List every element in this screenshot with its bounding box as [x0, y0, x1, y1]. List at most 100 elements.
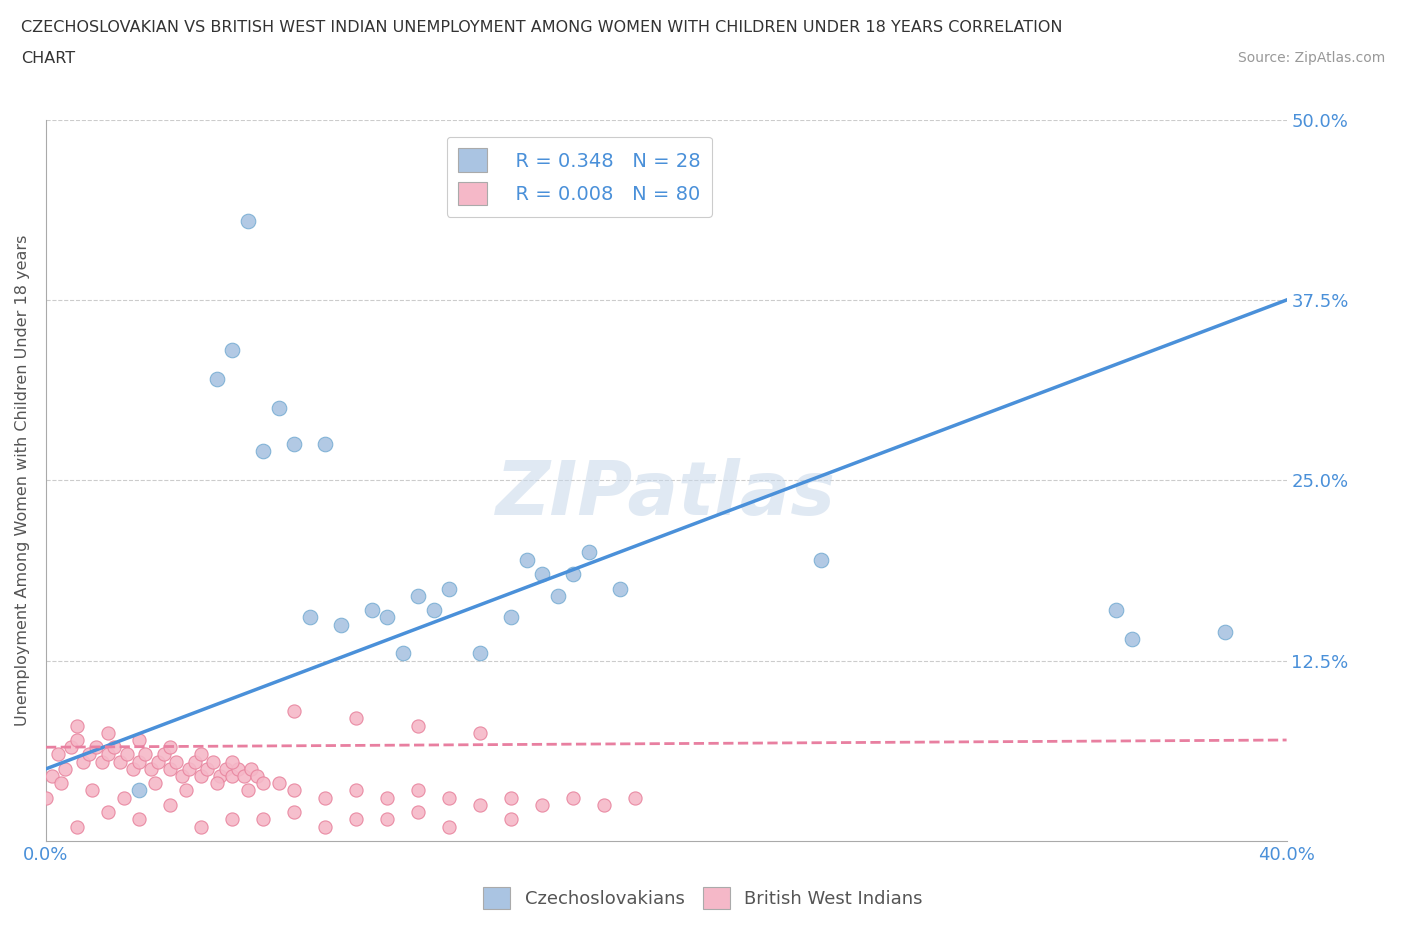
Point [172, 768, 194, 783]
Point [121, 762, 143, 777]
Point [1105, 603, 1128, 618]
Point [205, 776, 228, 790]
Point [153, 747, 176, 762]
Point [159, 762, 181, 777]
Point [208, 768, 231, 783]
Point [110, 754, 132, 769]
Point [501, 812, 523, 827]
Point [177, 762, 200, 777]
Point [134, 747, 156, 762]
Point [562, 790, 585, 805]
Point [195, 762, 218, 777]
Point [226, 762, 249, 777]
Point [283, 437, 305, 452]
Point [66, 819, 89, 834]
Point [51, 776, 73, 790]
Point [470, 798, 492, 813]
Text: CHART: CHART [21, 51, 75, 66]
Point [267, 401, 290, 416]
Point [221, 768, 243, 783]
Point [391, 646, 413, 661]
Point [501, 610, 523, 625]
Point [437, 790, 460, 805]
Point [406, 804, 429, 819]
Point [283, 804, 305, 819]
Point [531, 798, 554, 813]
Point [128, 754, 150, 769]
Point [143, 776, 166, 790]
Point [202, 754, 225, 769]
Point [221, 754, 243, 769]
Point [48, 747, 70, 762]
Point [239, 762, 262, 777]
Point [82, 783, 104, 798]
Point [221, 343, 243, 358]
Point [344, 711, 367, 725]
Point [516, 552, 538, 567]
Point [267, 776, 290, 790]
Text: CZECHOSLOVAKIAN VS BRITISH WEST INDIAN UNEMPLOYMENT AMONG WOMEN WITH CHILDREN UN: CZECHOSLOVAKIAN VS BRITISH WEST INDIAN U… [21, 20, 1063, 35]
Point [283, 704, 305, 719]
Point [298, 610, 321, 625]
Point [252, 812, 274, 827]
Point [84, 739, 107, 754]
Point [79, 747, 101, 762]
Point [97, 804, 120, 819]
Point [141, 762, 163, 777]
Point [59, 739, 82, 754]
Point [72, 754, 94, 769]
Point [437, 819, 460, 834]
Point [53, 762, 76, 777]
Point [103, 739, 125, 754]
Point [329, 618, 352, 632]
Point [252, 444, 274, 458]
Point [314, 437, 336, 452]
Point [547, 589, 569, 604]
Point [344, 783, 367, 798]
Point [375, 790, 398, 805]
Point [578, 545, 600, 560]
Point [406, 783, 429, 798]
Point [236, 783, 259, 798]
Point [375, 610, 398, 625]
Point [470, 646, 492, 661]
Point [283, 783, 305, 798]
Point [159, 739, 181, 754]
Point [165, 754, 187, 769]
Legend:   R = 0.348   N = 28,   R = 0.008   N = 80: R = 0.348 N = 28, R = 0.008 N = 80 [447, 137, 713, 217]
Point [609, 581, 631, 596]
Point [470, 725, 492, 740]
Point [97, 725, 120, 740]
Point [1121, 631, 1143, 646]
Point [66, 718, 89, 733]
Point [437, 581, 460, 596]
Point [406, 589, 429, 604]
Point [314, 790, 336, 805]
Point [90, 754, 112, 769]
Point [66, 733, 89, 748]
Point [184, 754, 207, 769]
Point [360, 603, 382, 618]
Point [422, 603, 444, 618]
Point [128, 733, 150, 748]
Y-axis label: Unemployment Among Women with Children Under 18 years: Unemployment Among Women with Children U… [15, 234, 30, 726]
Point [252, 776, 274, 790]
Point [97, 747, 120, 762]
Point [190, 819, 212, 834]
Point [112, 790, 135, 805]
Point [501, 790, 523, 805]
Point [810, 552, 832, 567]
Point [41, 768, 63, 783]
Point [221, 812, 243, 827]
Point [190, 747, 212, 762]
Point [205, 372, 228, 387]
Point [190, 768, 212, 783]
Point [215, 762, 238, 777]
Text: Source: ZipAtlas.com: Source: ZipAtlas.com [1237, 51, 1385, 65]
Text: ZIPatlas: ZIPatlas [496, 458, 837, 531]
Point [531, 566, 554, 581]
Legend: Czechoslovakians, British West Indians: Czechoslovakians, British West Indians [477, 880, 929, 916]
Point [159, 798, 181, 813]
Point [593, 798, 616, 813]
Point [344, 812, 367, 827]
